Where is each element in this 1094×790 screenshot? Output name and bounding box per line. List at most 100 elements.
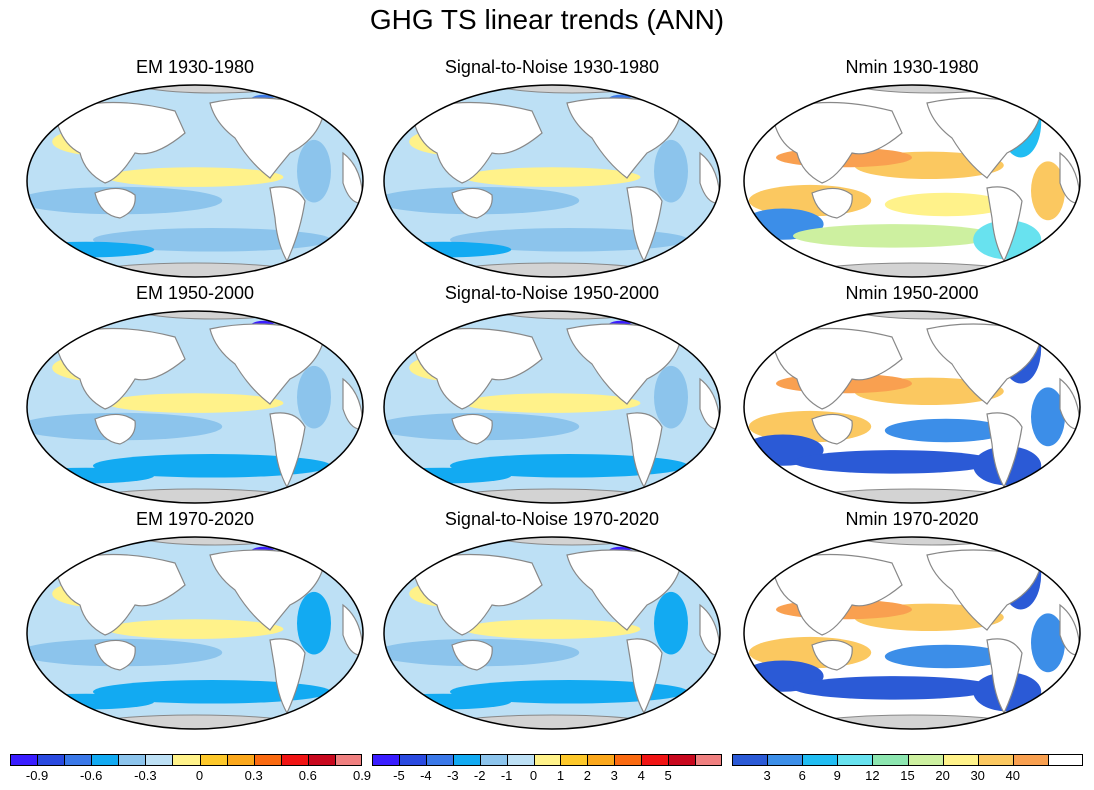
colorbar-box bbox=[253, 754, 282, 766]
colorbar-label: -0.3 bbox=[134, 768, 157, 783]
panel-title: Nmin 1930-1980 bbox=[845, 57, 979, 77]
map-boundary bbox=[743, 84, 1081, 278]
colorbar-box bbox=[37, 754, 66, 766]
colorbar-label: -1 bbox=[500, 768, 513, 783]
colorbar-label: -5 bbox=[393, 768, 405, 783]
map-boundary bbox=[383, 310, 721, 504]
land-mass bbox=[269, 186, 306, 263]
contour-patch bbox=[384, 693, 512, 710]
contour-patch bbox=[297, 365, 331, 429]
land-mass bbox=[451, 639, 493, 671]
figure-title: GHG TS linear trends (ANN) bbox=[369, 4, 725, 35]
panel-title: Nmin 1970-2020 bbox=[845, 509, 979, 529]
colorbar-box bbox=[506, 754, 535, 766]
arctic-land bbox=[829, 537, 1035, 546]
land-mass bbox=[811, 639, 853, 671]
land-mass bbox=[626, 186, 663, 263]
land-mass bbox=[451, 413, 493, 445]
colorbar-box bbox=[942, 754, 979, 766]
land-mass bbox=[94, 413, 136, 445]
colorbar-em: -0.9 -0.6 -0.3 0 0.3 0.6 0.9 bbox=[10, 754, 371, 783]
land-mass bbox=[54, 327, 186, 410]
colorbar-box bbox=[425, 754, 454, 766]
contour-patch bbox=[27, 693, 155, 710]
map-boundary bbox=[383, 536, 721, 730]
colorbar-box bbox=[614, 754, 643, 766]
panel-title: EM 1930-1980 bbox=[135, 57, 255, 77]
colorbar-label: 1 bbox=[556, 768, 565, 783]
map-boundary bbox=[743, 310, 1081, 504]
colorbar-box bbox=[199, 754, 228, 766]
land-mass bbox=[411, 553, 543, 636]
map-panel bbox=[26, 310, 364, 504]
land-mass bbox=[811, 187, 853, 219]
colorbar-box bbox=[64, 754, 93, 766]
map-panel bbox=[383, 84, 721, 278]
colorbar-box bbox=[372, 754, 400, 766]
map-boundary bbox=[743, 536, 1081, 730]
contour-patch bbox=[384, 241, 512, 258]
contour-patch bbox=[1031, 387, 1065, 447]
colorbar-label: 0.9 bbox=[352, 768, 372, 783]
land-mass bbox=[626, 412, 663, 489]
contour-patch bbox=[463, 393, 641, 413]
colorbar-label: 6 bbox=[798, 768, 806, 783]
colorbar-label: -2 bbox=[473, 768, 486, 783]
contour-patch bbox=[1031, 613, 1065, 673]
panel-title: Nmin 1950-2000 bbox=[845, 283, 979, 303]
colorbar-box bbox=[226, 754, 255, 766]
contour-patch bbox=[884, 644, 1008, 669]
land-mass bbox=[94, 187, 136, 219]
colorbar-box bbox=[118, 754, 147, 766]
contour-patch bbox=[384, 467, 512, 484]
map-boundary bbox=[26, 536, 364, 730]
colorbar-label: 15 bbox=[900, 768, 915, 783]
colorbar-box bbox=[767, 754, 804, 766]
colorbar-nmin: 3 6 9 12 15 20 30 40 bbox=[732, 754, 1083, 783]
colorbar-box bbox=[872, 754, 909, 766]
panel-title: Signal-to-Noise 1970-2020 bbox=[444, 509, 660, 529]
colorbar-box bbox=[1047, 754, 1083, 766]
arctic-land bbox=[469, 85, 675, 94]
colorbar-box bbox=[1012, 754, 1049, 766]
contour-patch bbox=[463, 167, 641, 187]
colorbar-box bbox=[533, 754, 562, 766]
colorbar-box bbox=[91, 754, 120, 766]
contour-patch bbox=[884, 192, 1008, 217]
colorbar-label: 40 bbox=[1005, 768, 1021, 783]
contour-patch bbox=[106, 167, 284, 187]
colorbar-box bbox=[732, 754, 769, 766]
land-mass bbox=[269, 638, 306, 715]
contour-patch bbox=[297, 591, 331, 655]
panel-title: Signal-to-Noise 1930-1980 bbox=[444, 57, 660, 77]
colorbar-label: -0.9 bbox=[25, 768, 49, 783]
map-panel bbox=[743, 84, 1081, 278]
contour-patch bbox=[654, 365, 688, 429]
land-mass bbox=[411, 101, 543, 184]
colorbar-label: -4 bbox=[420, 768, 432, 783]
contour-patch bbox=[93, 680, 331, 704]
contour-patch bbox=[93, 228, 331, 252]
colorbar-label: 30 bbox=[970, 768, 985, 783]
colorbar-label: -3 bbox=[446, 768, 459, 783]
land-mass bbox=[54, 101, 186, 184]
arctic-land bbox=[829, 311, 1035, 320]
panel-title: EM 1950-2000 bbox=[135, 283, 255, 303]
contour-patch bbox=[1031, 161, 1065, 221]
colorbar-label: 2 bbox=[583, 768, 591, 783]
colorbar-label: 3 bbox=[610, 768, 618, 783]
colorbar-box bbox=[145, 754, 174, 766]
map-boundary bbox=[383, 84, 721, 278]
colorbar-box bbox=[10, 754, 39, 766]
arctic-land bbox=[112, 311, 318, 320]
contour-patch bbox=[654, 139, 688, 203]
contour-patch bbox=[463, 619, 641, 639]
land-mass bbox=[771, 101, 903, 184]
land-mass bbox=[451, 187, 493, 219]
contour-patch bbox=[106, 393, 284, 413]
panel-title: EM 1970-2020 bbox=[135, 509, 255, 529]
arctic-land bbox=[112, 537, 318, 546]
colorbar-box bbox=[452, 754, 481, 766]
colorbar-label: -0.6 bbox=[80, 768, 103, 783]
land-mass bbox=[771, 327, 903, 410]
